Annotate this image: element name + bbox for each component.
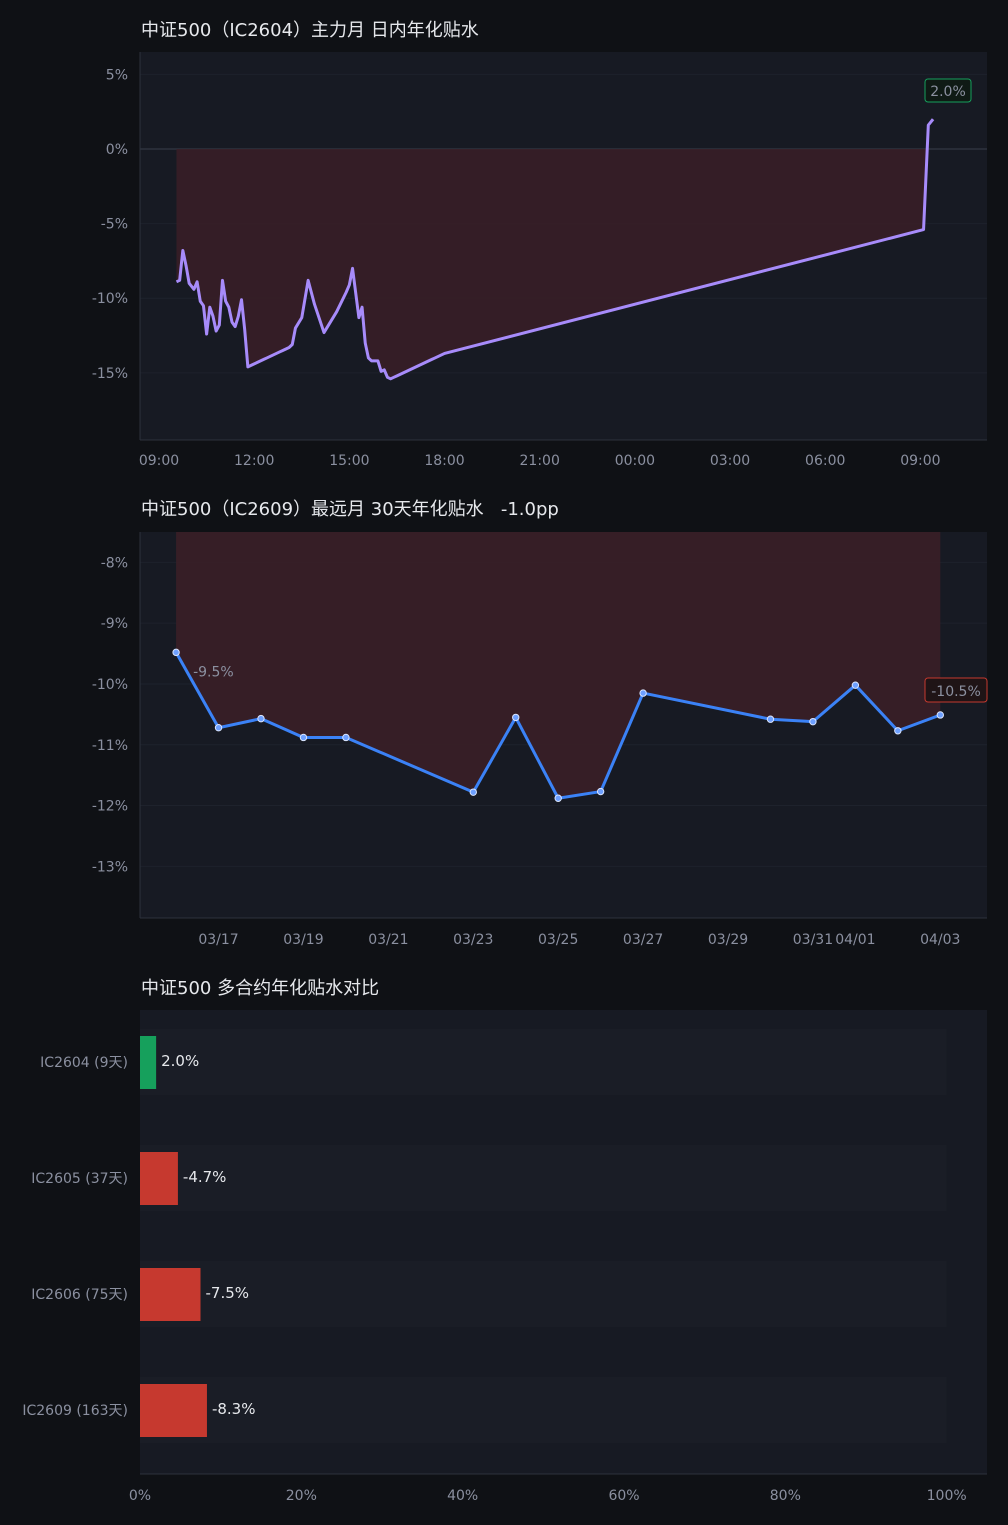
x-tick-label: 80% (770, 1488, 801, 1504)
data-point (257, 714, 265, 723)
y-tick-label: -10% (92, 291, 128, 307)
x-tick-label: 60% (608, 1488, 639, 1504)
y-tick-label: -11% (92, 738, 128, 754)
y-tick-label: -8% (101, 555, 128, 571)
data-point (554, 794, 562, 802)
x-tick-label: 03/25 (538, 932, 578, 948)
y-tick-label: -9% (101, 616, 128, 632)
data-point (851, 681, 860, 689)
x-tick-label: 40% (447, 1488, 478, 1504)
farthest-month-basis-chart: -8% -9% -10% -11% -12% -13% 03/17 03/19 03/21 03/… (92, 532, 988, 948)
data-point (342, 733, 350, 742)
x-tick-label: 03/17 (198, 932, 238, 948)
bar (140, 1268, 201, 1321)
row-band (140, 1261, 947, 1327)
data-point (596, 787, 605, 796)
row-band (140, 1029, 947, 1095)
row-band (140, 1145, 947, 1211)
end-value-label: 2.0% (930, 84, 966, 100)
y-tick-label: -5% (101, 217, 128, 233)
x-tick-label: 04/01 (835, 932, 875, 948)
x-tick-label: 03/27 (623, 932, 663, 948)
x-tick-label: 21:00 (520, 453, 560, 469)
data-point (809, 717, 817, 726)
bar (140, 1384, 207, 1437)
x-tick-label: 12:00 (234, 453, 274, 469)
data-point (172, 648, 180, 657)
start-value-label: -9.5% (193, 664, 234, 680)
x-tick-label: 03/19 (283, 932, 323, 948)
data-point (894, 727, 902, 735)
x-tick-label: 20% (286, 1488, 317, 1504)
end-value-badge (924, 78, 972, 103)
y-tick-label: -10% (92, 677, 128, 693)
x-tick-label: 100% (927, 1488, 967, 1504)
data-point (639, 689, 647, 697)
x-tick-label: 18:00 (424, 453, 464, 469)
intraday-basis-chart: 5% 0% -5% -10% -15% 09:00 12:00 15:00 18:00 21:00… (92, 52, 987, 469)
contract-comparison-chart: 0% 20% 40% 60% 80% 100% IC2604 (9天) 2.0% IC2605 … (22, 1010, 987, 1504)
x-tick-label: 09:00 (900, 453, 940, 469)
x-tick-label: 03/23 (453, 932, 493, 948)
chart1-title: 中证500（IC2604）主力月 日内年化贴水 (141, 20, 479, 41)
basis-line (175, 118, 935, 381)
row-band (140, 1377, 947, 1443)
y-tick-label: -12% (92, 799, 128, 815)
y-tick-label: -15% (92, 366, 128, 382)
x-tick-label: 03:00 (710, 453, 750, 469)
y-tick-label: -13% (92, 859, 128, 875)
category-label: IC2609 (163天) (22, 1403, 128, 1419)
discount-area (176, 532, 941, 799)
discount-area (176, 149, 934, 379)
data-point (469, 788, 477, 796)
category-label: IC2604 (9天) (40, 1055, 128, 1071)
data-point (512, 713, 520, 722)
data-point (214, 724, 223, 732)
y-tick-label: 5% (106, 67, 128, 83)
data-point (299, 733, 308, 742)
x-tick-label: 06:00 (805, 453, 845, 469)
end-value-label: -10.5% (931, 684, 981, 700)
bar (140, 1036, 157, 1089)
x-tick-label: 09:00 (139, 453, 179, 469)
x-tick-label: 03/21 (368, 932, 408, 948)
bar-value-label: 2.0% (161, 1052, 199, 1070)
bar-value-label: -8.3% (212, 1400, 256, 1418)
x-tick-label: 03/29 (708, 932, 748, 948)
y-tick-label: 0% (106, 142, 128, 158)
bar (140, 1152, 178, 1205)
category-label: IC2605 (37天) (31, 1171, 128, 1187)
x-tick-label: 15:00 (329, 453, 369, 469)
end-value-badge (924, 677, 988, 703)
data-point (766, 715, 775, 723)
x-tick-label: 03/31 (793, 932, 833, 948)
bar-value-label: -4.7% (183, 1168, 227, 1186)
data-point (936, 711, 944, 719)
x-tick-label: 00:00 (615, 453, 655, 469)
x-tick-label: 0% (129, 1488, 151, 1504)
chart2-title: 中证500（IC2609）最远月 30天年化贴水 -1.0pp (141, 499, 559, 520)
chart3-title: 中证500 多合约年化贴水对比 (141, 978, 380, 999)
category-label: IC2606 (75天) (31, 1287, 128, 1303)
x-tick-label: 04/03 (920, 932, 960, 948)
bar-value-label: -7.5% (206, 1284, 250, 1302)
